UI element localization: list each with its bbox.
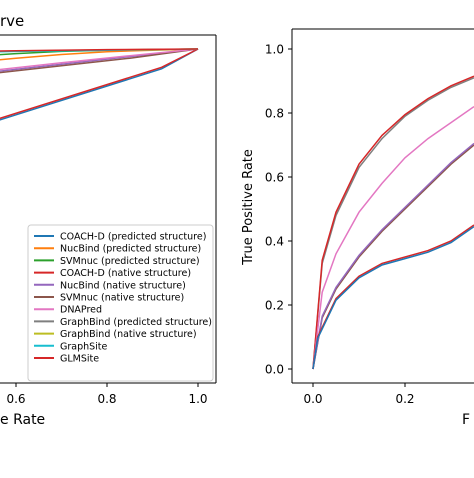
left-x-tick-label: 0.6 bbox=[6, 392, 25, 406]
right-y-tick-label: 0.4 bbox=[265, 235, 284, 249]
right-y-tick-label: 0.0 bbox=[265, 363, 284, 377]
legend-label: GraphBind (native structure) bbox=[60, 329, 197, 340]
right-series-line bbox=[312, 105, 474, 370]
left-series-line bbox=[0, 48, 199, 120]
legend-label: SVMnuc (predicted structure) bbox=[60, 256, 200, 267]
right-y-tick-label: 0.6 bbox=[265, 171, 284, 185]
right-series-line bbox=[312, 144, 474, 370]
legend-label: SVMnuc (native structure) bbox=[60, 293, 184, 304]
left-x-tick-label: 0.8 bbox=[97, 392, 116, 406]
right-series-line bbox=[312, 77, 474, 370]
legend-label: GraphBind (predicted structure) bbox=[60, 317, 212, 328]
left-series-line bbox=[0, 48, 199, 74]
left-series-line bbox=[0, 48, 199, 71]
right-series-group bbox=[312, 75, 474, 370]
legend-label: DNAPred bbox=[60, 305, 102, 316]
right-series-line bbox=[312, 75, 474, 370]
right-series-line bbox=[312, 225, 474, 370]
legend-label: NucBind (predicted structure) bbox=[60, 244, 201, 255]
left-x-ticks: 0.6 0.8 1.0 bbox=[6, 383, 208, 406]
legend-label: GraphSite bbox=[60, 341, 108, 352]
right-x-axis-label: F bbox=[462, 412, 470, 428]
right-y-tick-label: 0.2 bbox=[265, 299, 284, 313]
right-y-tick-label: 1.0 bbox=[265, 43, 284, 57]
left-series-group bbox=[0, 48, 199, 121]
right-series-line bbox=[312, 224, 474, 370]
left-roc-panel: rve 0.6 0.8 1.0 e Rate COACH-D (predicted … bbox=[0, 12, 217, 428]
right-y-tick-label: 0.8 bbox=[265, 107, 284, 121]
right-x-tick-label: 0.0 bbox=[303, 392, 322, 406]
left-x-axis-label: e Rate bbox=[0, 412, 45, 428]
right-y-axis-label: True Positive Rate bbox=[241, 149, 256, 266]
right-roc-panel: 0.0 0.2 0.4 0.6 0.8 1.0 0.0 0.2 True Positive … bbox=[241, 28, 474, 428]
right-x-ticks: 0.0 0.2 bbox=[303, 383, 415, 406]
legend-label: NucBind (native structure) bbox=[60, 280, 186, 291]
legend-label: COACH-D (native structure) bbox=[60, 268, 191, 279]
right-x-tick-label: 0.2 bbox=[395, 392, 414, 406]
legend-label: COACH-D (predicted structure) bbox=[60, 232, 206, 243]
right-series-line bbox=[312, 142, 474, 370]
legend-frame bbox=[27, 224, 214, 382]
right-y-ticks: 0.0 0.2 0.4 0.6 0.8 1.0 bbox=[265, 43, 292, 377]
left-x-tick-label: 1.0 bbox=[188, 392, 207, 406]
legend: COACH-D (predicted structure)NucBind (pr… bbox=[27, 224, 214, 382]
left-series-line bbox=[0, 48, 199, 52]
legend-label: GLMSite bbox=[60, 354, 99, 365]
left-chart-title: rve bbox=[0, 12, 24, 30]
